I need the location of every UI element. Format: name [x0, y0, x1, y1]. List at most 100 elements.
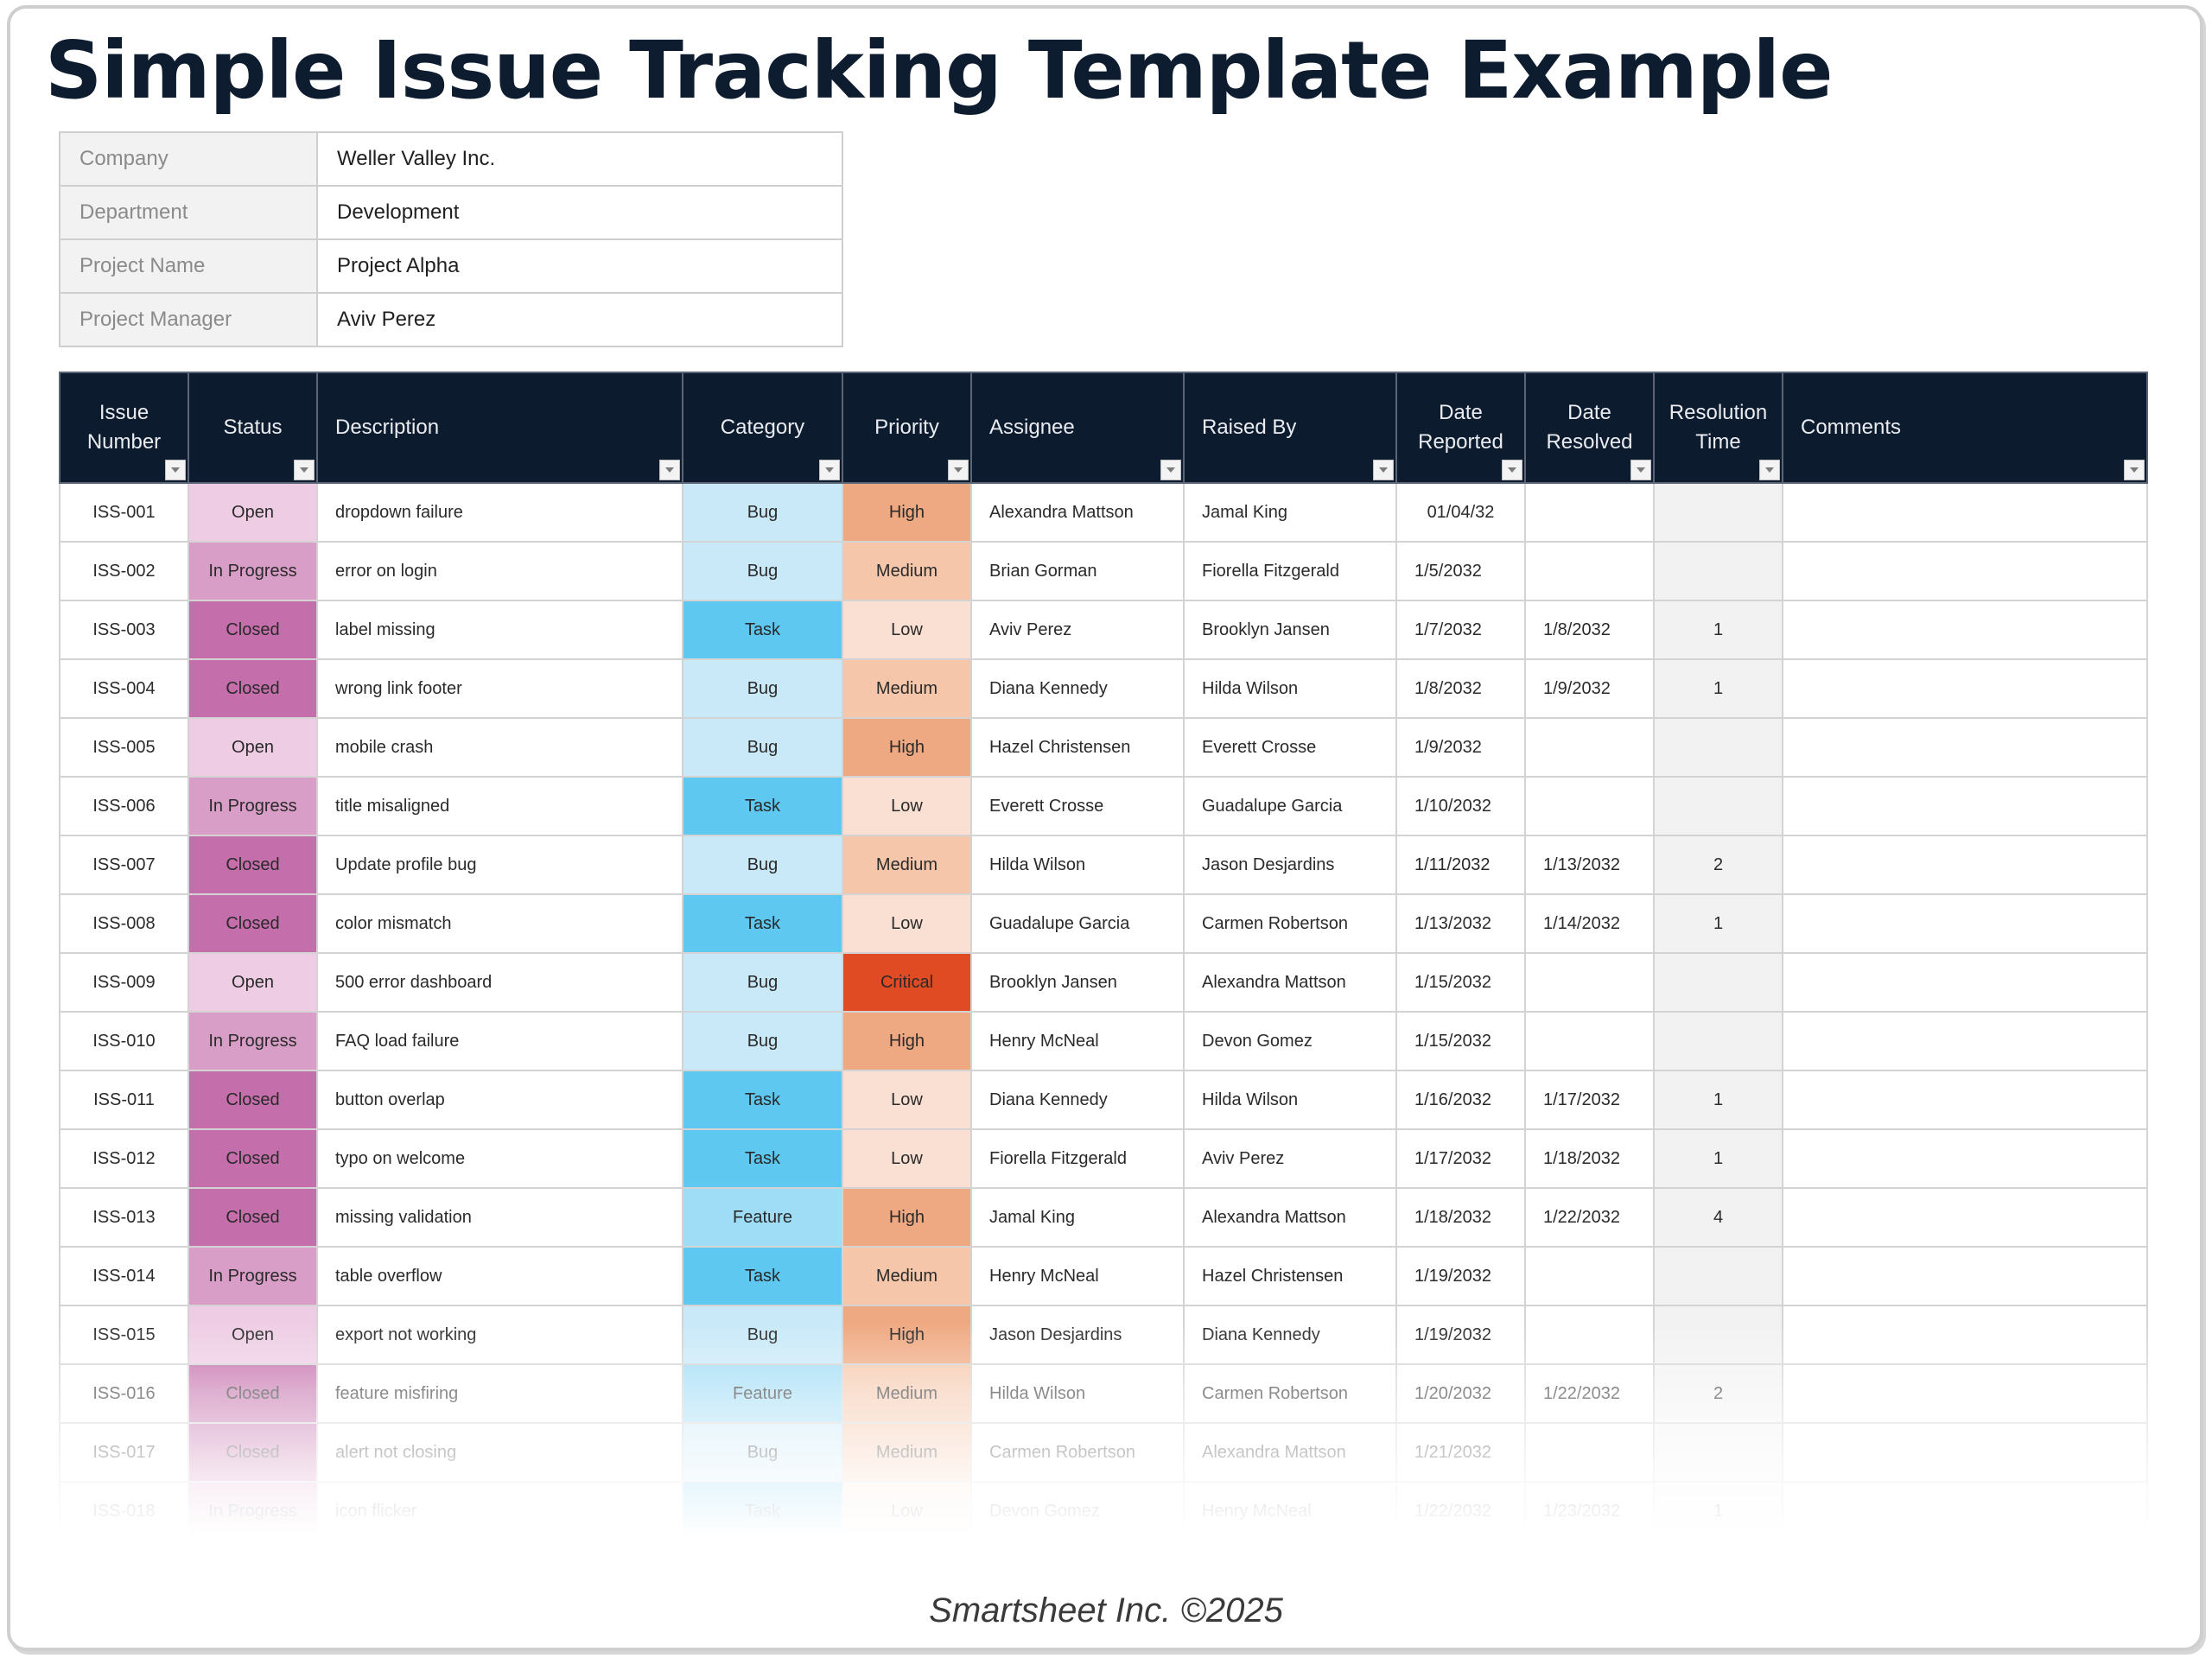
comments-cell[interactable] — [1782, 541, 2148, 601]
resolution-time-cell[interactable] — [1653, 717, 1783, 778]
date-resolved-cell[interactable]: 1/22/2032 — [1524, 1363, 1655, 1424]
category-cell[interactable]: Task — [682, 1481, 843, 1541]
issue-number-cell[interactable]: ISS-014 — [59, 1246, 189, 1306]
filter-dropdown-icon[interactable] — [1759, 460, 1780, 480]
status-cell[interactable]: In Progress — [188, 541, 318, 601]
assignee-cell[interactable]: Jason Desjardins — [970, 1305, 1185, 1365]
date-reported-cell[interactable]: 1/15/2032 — [1395, 1011, 1526, 1071]
raised-by-cell[interactable]: Devon Gomez — [1183, 1011, 1397, 1071]
raised-by-cell[interactable]: Everett Crosse — [1183, 717, 1397, 778]
date-reported-cell[interactable]: 1/5/2032 — [1395, 541, 1526, 601]
date-reported-cell[interactable]: 1/7/2032 — [1395, 600, 1526, 660]
description-cell[interactable]: export not working — [316, 1305, 683, 1365]
status-cell[interactable]: Closed — [188, 1070, 318, 1130]
date-reported-cell[interactable]: 1/16/2032 — [1395, 1070, 1526, 1130]
raised-by-cell[interactable]: Hazel Christensen — [1183, 1246, 1397, 1306]
date-reported-cell[interactable]: 1/20/2032 — [1395, 1363, 1526, 1424]
date-reported-cell[interactable]: 1/18/2032 — [1395, 1187, 1526, 1248]
resolution-time-cell[interactable]: 2 — [1653, 835, 1783, 895]
assignee-cell[interactable]: Hazel Christensen — [970, 717, 1185, 778]
resolution-time-cell[interactable]: 1 — [1653, 1128, 1783, 1189]
priority-cell[interactable]: Medium — [842, 1246, 972, 1306]
date-reported-cell[interactable]: 1/13/2032 — [1395, 893, 1526, 954]
description-cell[interactable]: Update profile bug — [316, 835, 683, 895]
comments-cell[interactable] — [1782, 600, 2148, 660]
comments-cell[interactable] — [1782, 1363, 2148, 1424]
date-reported-cell[interactable]: 1/19/2032 — [1395, 1305, 1526, 1365]
status-cell[interactable]: Open — [188, 952, 318, 1013]
issue-number-cell[interactable]: ISS-010 — [59, 1011, 189, 1071]
assignee-cell[interactable]: Henry McNeal — [970, 1246, 1185, 1306]
date-resolved-cell[interactable]: 1/14/2032 — [1524, 893, 1655, 954]
raised-by-cell[interactable]: Jamal King — [1183, 482, 1397, 543]
date-reported-cell[interactable]: 1/11/2032 — [1395, 835, 1526, 895]
category-cell[interactable]: Feature — [682, 1363, 843, 1424]
comments-cell[interactable] — [1782, 776, 2148, 836]
date-reported-cell[interactable]: 1/19/2032 — [1395, 1246, 1526, 1306]
raised-by-cell[interactable]: Alexandra Mattson — [1183, 952, 1397, 1013]
date-resolved-cell[interactable] — [1524, 717, 1655, 778]
status-cell[interactable]: In Progress — [188, 1246, 318, 1306]
resolution-time-cell[interactable] — [1653, 1305, 1783, 1365]
category-cell[interactable]: Bug — [682, 1011, 843, 1071]
resolution-time-cell[interactable] — [1653, 482, 1783, 543]
comments-cell[interactable] — [1782, 717, 2148, 778]
description-cell[interactable]: 500 error dashboard — [316, 952, 683, 1013]
assignee-cell[interactable]: Henry McNeal — [970, 1011, 1185, 1071]
resolution-time-cell[interactable]: 1 — [1653, 600, 1783, 660]
issue-number-cell[interactable]: ISS-007 — [59, 835, 189, 895]
status-cell[interactable]: Closed — [188, 1187, 318, 1248]
date-resolved-cell[interactable]: 1/9/2032 — [1524, 658, 1655, 719]
priority-cell[interactable]: Low — [842, 1070, 972, 1130]
status-cell[interactable]: Open — [188, 1305, 318, 1365]
status-cell[interactable]: Open — [188, 717, 318, 778]
assignee-cell[interactable]: Diana Kennedy — [970, 658, 1185, 719]
resolution-time-cell[interactable] — [1653, 1246, 1783, 1306]
status-cell[interactable]: Closed — [188, 1128, 318, 1189]
description-cell[interactable]: FAQ load failure — [316, 1011, 683, 1071]
resolution-time-cell[interactable] — [1653, 541, 1783, 601]
date-reported-cell[interactable]: 1/17/2032 — [1395, 1128, 1526, 1189]
description-cell[interactable]: alert not closing — [316, 1422, 683, 1483]
date-resolved-cell[interactable] — [1524, 1422, 1655, 1483]
filter-dropdown-icon[interactable] — [948, 460, 969, 480]
date-resolved-cell[interactable] — [1524, 1305, 1655, 1365]
issue-number-cell[interactable]: ISS-017 — [59, 1422, 189, 1483]
category-cell[interactable]: Task — [682, 893, 843, 954]
description-cell[interactable]: button overlap — [316, 1070, 683, 1130]
raised-by-cell[interactable]: Jason Desjardins — [1183, 835, 1397, 895]
assignee-cell[interactable]: Fiorella Fitzgerald — [970, 1128, 1185, 1189]
filter-dropdown-icon[interactable] — [1373, 460, 1394, 480]
date-resolved-cell[interactable] — [1524, 952, 1655, 1013]
date-resolved-cell[interactable]: 1/17/2032 — [1524, 1070, 1655, 1130]
priority-cell[interactable]: Critical — [842, 952, 972, 1013]
description-cell[interactable]: wrong link footer — [316, 658, 683, 719]
comments-cell[interactable] — [1782, 1481, 2148, 1541]
filter-dropdown-icon[interactable] — [1630, 460, 1651, 480]
description-cell[interactable]: table overflow — [316, 1246, 683, 1306]
date-reported-cell[interactable]: 1/9/2032 — [1395, 717, 1526, 778]
comments-cell[interactable] — [1782, 952, 2148, 1013]
raised-by-cell[interactable]: Carmen Robertson — [1183, 1363, 1397, 1424]
raised-by-cell[interactable]: Fiorella Fitzgerald — [1183, 541, 1397, 601]
assignee-cell[interactable]: Devon Gomez — [970, 1481, 1185, 1541]
priority-cell[interactable]: Medium — [842, 1422, 972, 1483]
category-cell[interactable]: Feature — [682, 1187, 843, 1248]
description-cell[interactable]: typo on welcome — [316, 1128, 683, 1189]
description-cell[interactable]: title misaligned — [316, 776, 683, 836]
date-reported-cell[interactable]: 1/15/2032 — [1395, 952, 1526, 1013]
status-cell[interactable]: Closed — [188, 1363, 318, 1424]
date-resolved-cell[interactable] — [1524, 541, 1655, 601]
issue-number-cell[interactable]: ISS-008 — [59, 893, 189, 954]
category-cell[interactable]: Bug — [682, 541, 843, 601]
assignee-cell[interactable]: Brian Gorman — [970, 541, 1185, 601]
category-cell[interactable]: Bug — [682, 952, 843, 1013]
resolution-time-cell[interactable]: 1 — [1653, 1481, 1783, 1541]
description-cell[interactable]: color mismatch — [316, 893, 683, 954]
resolution-time-cell[interactable] — [1653, 952, 1783, 1013]
issue-number-cell[interactable]: ISS-015 — [59, 1305, 189, 1365]
status-cell[interactable]: In Progress — [188, 776, 318, 836]
category-cell[interactable]: Task — [682, 1246, 843, 1306]
issue-number-cell[interactable]: ISS-004 — [59, 658, 189, 719]
resolution-time-cell[interactable] — [1653, 1422, 1783, 1483]
